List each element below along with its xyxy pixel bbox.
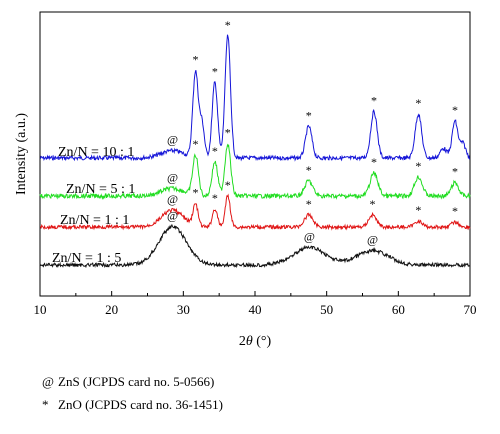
series-label: Zn/N = 10 : 1 [58, 145, 134, 160]
zno-peak-marker: * [212, 64, 218, 78]
y-axis-title: Intensity (a.u.) [14, 113, 29, 195]
x-tick-label: 30 [177, 302, 190, 317]
series-line [40, 193, 471, 231]
zno-peak-marker: * [212, 191, 218, 205]
legend-zno-symbol: * [42, 397, 49, 412]
x-axis-title: 2θ (°) [239, 334, 272, 349]
legend-zno-text: ZnO (JCPDS card no. 36-1451) [58, 397, 224, 412]
zns-peak-marker: @ [167, 192, 178, 206]
zno-peak-marker: * [452, 165, 458, 179]
zno-peak-marker: * [415, 203, 421, 217]
zno-peak-marker: * [193, 137, 199, 151]
series-line [39, 34, 471, 162]
zns-peak-marker: @ [167, 209, 178, 223]
series-label-layer: Zn/N = 10 : 1 Zn/N = 5 : 1 Zn/N = 1 : 1 Zn/… [52, 145, 135, 266]
zno-peak-marker: * [371, 94, 377, 108]
series-line [39, 143, 471, 201]
zno-peak-marker: * [306, 108, 312, 122]
x-axis-title-number: 2 [239, 334, 246, 349]
zns-peak-marker: @ [367, 233, 378, 247]
x-tick-label: 50 [320, 302, 333, 317]
legend-zns: @ ZnS (JCPDS card no. 5-0566) [42, 374, 214, 390]
series-label: Zn/N = 1 : 5 [52, 251, 121, 266]
zno-peak-marker: * [225, 178, 231, 192]
zno-peak-marker: * [370, 197, 376, 211]
x-tick-label: 70 [464, 302, 477, 317]
x-tick-label: 60 [392, 302, 405, 317]
marker-layer: * * * * * * * @ @ * * * * * * * @ * * * * * * * @ @ @ [167, 18, 458, 247]
series-label: Zn/N = 5 : 1 [66, 182, 135, 197]
zno-peak-marker: * [415, 159, 421, 173]
zno-peak-marker: * [306, 163, 312, 177]
zno-peak-marker: * [225, 126, 231, 140]
x-axis-title-theta: θ [246, 334, 253, 349]
zno-peak-marker: * [225, 18, 231, 32]
zno-peak-marker: * [415, 96, 421, 110]
legend-zno: * ZnO (JCPDS card no. 36-1451) [42, 397, 223, 413]
xrd-chart: * * * * * * * @ @ * * * * * * * @ * * * * * * * @ @ @ Zn/N = 10 : … [14, 11, 477, 349]
x-tick-label: 10 [34, 302, 47, 317]
zns-peak-marker: @ [304, 229, 315, 243]
zno-peak-marker: * [193, 53, 199, 67]
zno-peak-marker: * [452, 103, 458, 117]
x-tick-label: 20 [105, 302, 118, 317]
series-layer [39, 34, 471, 269]
series-line [39, 223, 471, 269]
legend-zns-text: ZnS (JCPDS card no. 5-0566) [58, 374, 215, 389]
x-axis-ticks: 10 20 30 40 50 60 70 [34, 291, 477, 317]
x-tick-label: 40 [249, 302, 262, 317]
legend-zns-symbol: @ [42, 374, 54, 389]
zno-peak-marker: * [212, 144, 218, 158]
zns-peak-marker: @ [167, 133, 178, 147]
x-axis-title-unit: (°) [253, 334, 272, 349]
zno-peak-marker: * [371, 155, 377, 169]
zns-peak-marker: @ [167, 170, 178, 184]
zno-peak-marker: * [306, 197, 312, 211]
zno-peak-marker: * [452, 204, 458, 218]
series-label: Zn/N = 1 : 1 [60, 213, 129, 228]
zno-peak-marker: * [193, 186, 199, 200]
